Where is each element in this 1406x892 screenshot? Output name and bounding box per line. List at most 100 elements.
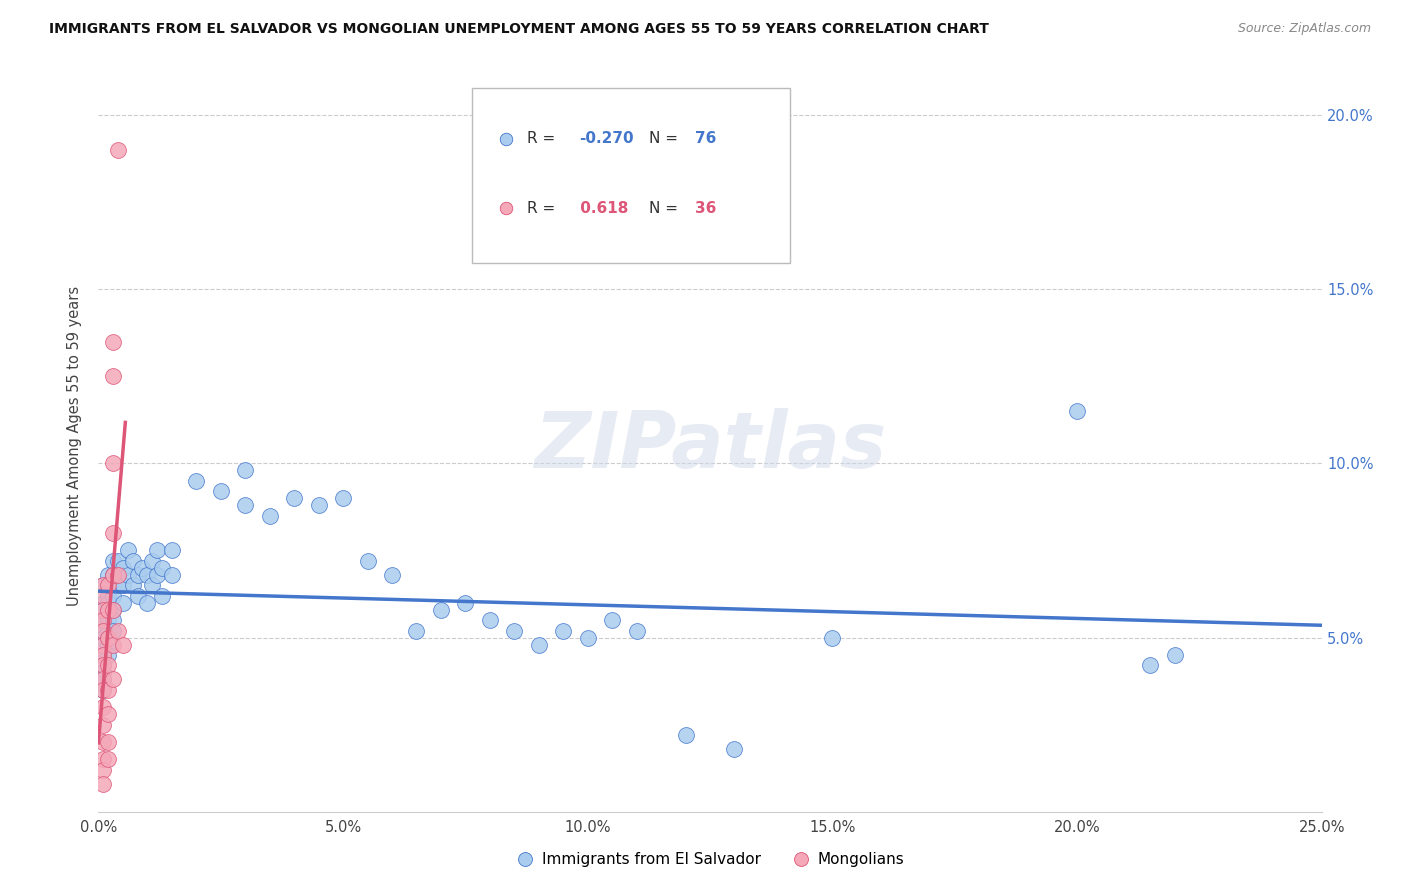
Legend: Immigrants from El Salvador, Mongolians: Immigrants from El Salvador, Mongolians [510,847,910,873]
Point [101,638,124,652]
Point [91,658,114,673]
Point [91,648,114,662]
Y-axis label: Unemployment Among Ages 55 to 59 years: Unemployment Among Ages 55 to 59 years [67,286,83,606]
Point [91,596,114,610]
Point [675,728,697,742]
Text: -0.270: -0.270 [579,131,634,146]
Point [209,484,232,499]
Point [503,624,526,638]
Point [97,707,120,722]
Point [101,567,124,582]
Point [97,567,120,582]
Point [111,638,134,652]
Point [91,613,114,627]
Point [186,474,208,488]
Point [117,567,139,582]
Point [121,554,143,568]
Point [127,567,149,582]
Text: R =: R = [526,201,560,216]
Point [97,631,120,645]
Point [430,603,453,617]
Point [101,613,124,627]
Point [101,526,124,541]
Point [91,717,114,731]
Point [107,567,129,582]
Point [91,624,114,638]
Point [107,578,129,592]
Point [91,777,114,791]
Point [91,613,114,627]
Point [723,742,745,756]
Point [150,589,173,603]
Point [91,648,114,662]
Point [101,554,124,568]
Point [101,603,124,617]
Point [111,596,134,610]
Text: IMMIGRANTS FROM EL SALVADOR VS MONGOLIAN UNEMPLOYMENT AMONG AGES 55 TO 59 YEARS : IMMIGRANTS FROM EL SALVADOR VS MONGOLIAN… [49,22,988,37]
Text: 76: 76 [696,131,717,146]
Point [97,596,120,610]
Point [97,735,120,749]
Point [127,589,149,603]
Point [101,578,124,592]
Point [405,624,427,638]
Point [107,567,129,582]
Point [146,543,169,558]
Point [91,658,114,673]
Point [107,624,129,638]
Point [91,682,114,697]
Point [1139,658,1161,673]
Point [91,673,114,687]
Point [101,603,124,617]
Point [97,578,120,592]
Point [101,457,124,471]
Point [91,578,114,592]
Point [97,589,120,603]
Point [91,735,114,749]
Point [91,752,114,766]
Point [332,491,354,506]
Point [97,658,120,673]
Point [97,603,120,617]
Point [97,603,120,617]
Text: 0.618: 0.618 [575,201,628,216]
Text: R =: R = [526,131,560,146]
FancyBboxPatch shape [471,87,790,263]
Point [101,567,124,582]
Text: N =: N = [648,131,683,146]
Point [454,596,477,610]
Point [600,613,623,627]
Point [91,589,114,603]
Point [146,567,169,582]
Text: ZIPatlas: ZIPatlas [534,408,886,484]
Point [121,578,143,592]
Point [381,567,404,582]
Point [91,624,114,638]
Point [101,334,124,349]
Point [91,665,114,680]
Point [527,638,550,652]
Point [821,631,844,645]
Point [97,638,120,652]
Point [141,554,163,568]
Point [111,561,134,575]
Text: Source: ZipAtlas.com: Source: ZipAtlas.com [1237,22,1371,36]
Point [97,624,120,638]
Point [107,554,129,568]
Point [136,596,159,610]
Point [576,631,599,645]
Point [160,543,183,558]
Point [91,638,114,652]
Point [91,578,114,592]
Point [91,603,114,617]
Point [308,498,330,512]
Point [478,613,501,627]
Point [283,491,305,506]
Point [150,561,173,575]
Point [91,638,114,652]
Point [1066,404,1088,418]
Point [233,463,256,477]
Point [91,700,114,714]
Point [91,763,114,777]
Point [101,369,124,384]
